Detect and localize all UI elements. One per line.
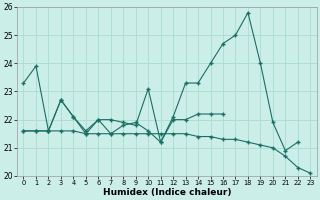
X-axis label: Humidex (Indice chaleur): Humidex (Indice chaleur) xyxy=(103,188,231,197)
